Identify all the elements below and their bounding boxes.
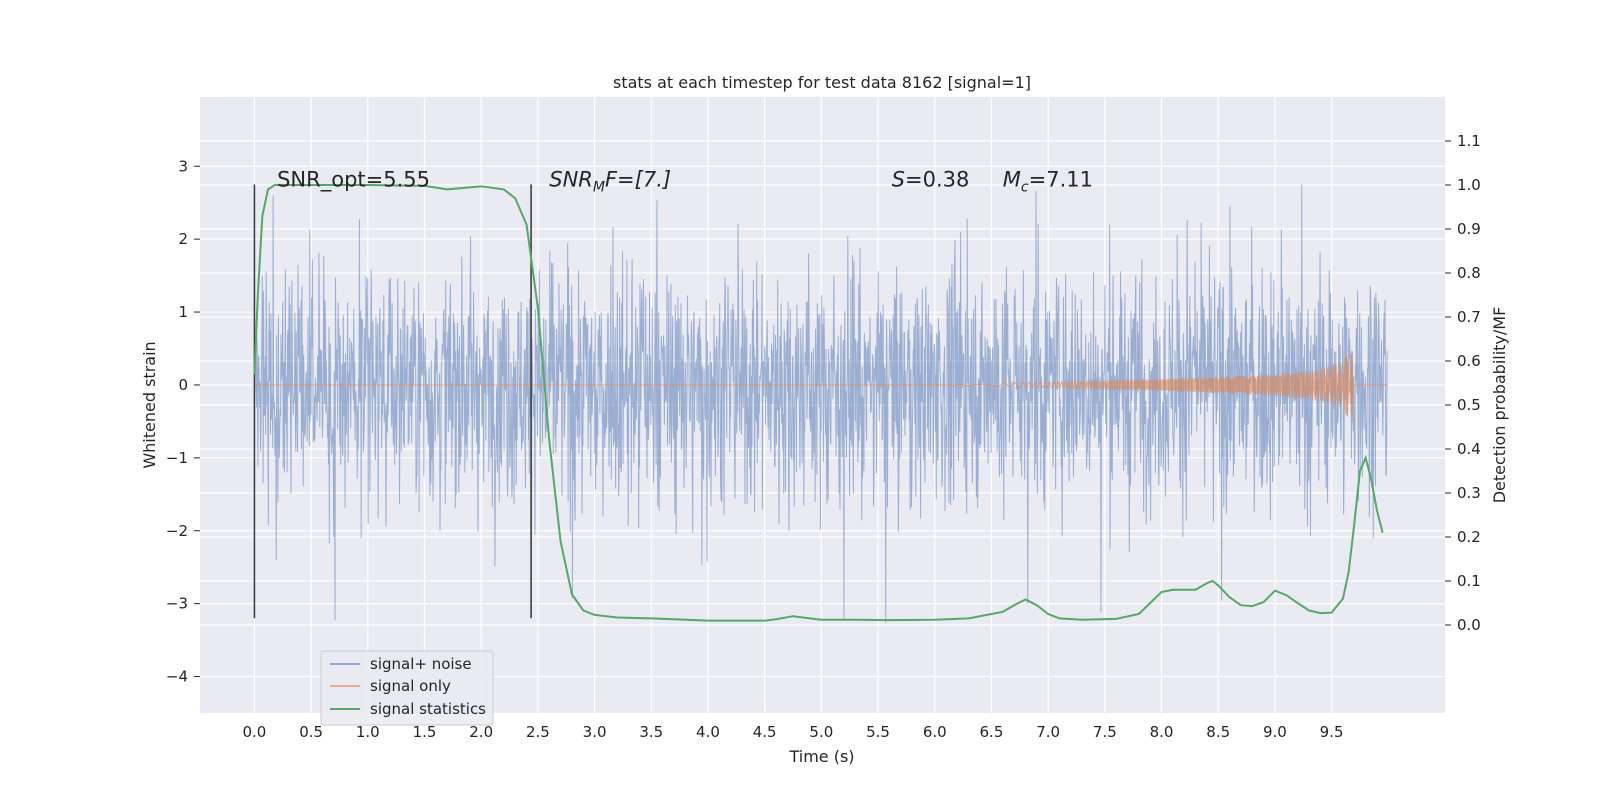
x-tick-labels: 0.0 0.5 1.0 1.5 2.0 2.5 3.0 3.5 4.0 4.5 5.0 5.5 6.0 6… [242, 723, 1343, 741]
signal-only-series [254, 350, 1388, 423]
chart-title: stats at each timestep for test data 816… [613, 73, 1031, 92]
y2-tick-label: 1.1 [1457, 132, 1481, 150]
x-tick-label: 6.0 [923, 723, 947, 741]
x-tick-label: 3.0 [583, 723, 607, 741]
y-tick-label: 1 [178, 303, 188, 321]
x-tick-label: 8.0 [1150, 723, 1174, 741]
legend-label-signal: signal only [370, 677, 451, 695]
legend-label-stats: signal statistics [370, 700, 486, 718]
signal-statistics-line [253, 184, 1384, 622]
y-tick-label: 3 [178, 157, 188, 175]
y2-tick-label: 0.6 [1457, 352, 1481, 370]
y-axis-label: Whitened strain [140, 341, 159, 468]
y-tick-label: −2 [166, 522, 188, 540]
legend: signal+ noise signal only signal statist… [320, 650, 494, 726]
y-tick-label: 2 [178, 230, 188, 248]
y2-tick-label: 0.3 [1457, 484, 1481, 502]
y2-tick-label: 1.0 [1457, 176, 1481, 194]
legend-box [320, 650, 494, 726]
annotation-mc: Mc=7.11 [1003, 167, 1093, 195]
annotation-snr-mf-rest: F=[7.] [605, 167, 671, 191]
annotation-mc-sub: c [1021, 179, 1029, 195]
y-tick-label: −3 [166, 595, 188, 613]
annotation-snr-mf-sub: M [593, 179, 605, 195]
y2-tick-label: 0.4 [1457, 440, 1481, 458]
x-tick-label: 4.0 [696, 723, 720, 741]
x-tick-label: 0.5 [299, 723, 323, 741]
annotation-s: S=0.38 [892, 167, 970, 191]
x-tick-label: 2.5 [526, 723, 550, 741]
x-tick-label: 0.0 [242, 723, 266, 741]
y2-tick-label: 0.8 [1457, 264, 1481, 282]
x-tick-label: 9.5 [1320, 723, 1344, 741]
x-tick-label: 7.5 [1093, 723, 1117, 741]
y-tick-label: −1 [166, 449, 188, 467]
annotation-snr-mf-main: SNR [549, 167, 593, 191]
annotation-snr-mf: SNRMF=[7.] [549, 167, 671, 195]
x-tick-label: 5.0 [809, 723, 833, 741]
x-tick-label: 1.0 [356, 723, 380, 741]
y2-tick-label: 0.2 [1457, 528, 1481, 546]
x-tick-label: 9.0 [1263, 723, 1287, 741]
signal-only-path [254, 350, 1388, 423]
y2-tick-label: 0.1 [1457, 572, 1481, 590]
y-tick-label: −4 [166, 668, 188, 686]
x-tick-label: 7.0 [1036, 723, 1060, 741]
annotation-s-main: S [892, 167, 905, 191]
x-tick-label: 1.5 [413, 723, 437, 741]
x-tick-label: 6.5 [980, 723, 1004, 741]
y2-tick-labels: 1.1 1.0 0.9 0.8 0.7 0.6 0.5 0.4 0.3 0.2 0.1 0.0 [1445, 132, 1481, 634]
annotations: SNR_opt=5.55 SNRMF=[7.] S=0.38 Mc=7.11 [277, 167, 1093, 195]
y-tick-label: 0 [178, 376, 188, 394]
annotation-snr-opt: SNR_opt=5.55 [277, 167, 430, 192]
x-axis-label: Time (s) [788, 747, 854, 766]
y2-axis-label: Detection probability/MF [1490, 307, 1509, 504]
x-tick-label: 2.0 [469, 723, 493, 741]
annotation-mc-rest: =7.11 [1029, 167, 1093, 191]
x-tick-label: 5.5 [866, 723, 890, 741]
y-tick-labels: 3 2 1 0 −1 −2 −3 −4 [166, 157, 200, 686]
x-tick-label: 3.5 [639, 723, 663, 741]
x-tick-label: 4.5 [753, 723, 777, 741]
y2-tick-label: 0.9 [1457, 220, 1481, 238]
y2-tick-label: 0.7 [1457, 308, 1481, 326]
annotation-mc-main: M [1003, 167, 1021, 191]
annotation-s-rest: =0.38 [905, 167, 969, 191]
y2-tick-label: 0.0 [1457, 616, 1481, 634]
x-tick-label: 8.5 [1206, 723, 1230, 741]
y2-tick-label: 0.5 [1457, 396, 1481, 414]
legend-label-noise: signal+ noise [370, 655, 472, 673]
